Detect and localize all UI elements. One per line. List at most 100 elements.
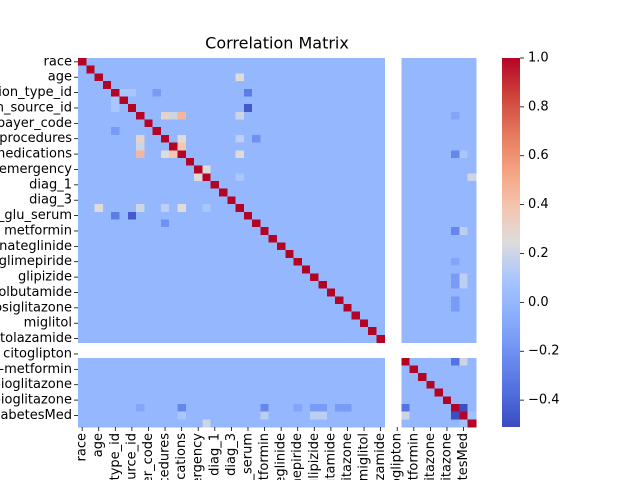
heatmap-cell: [202, 227, 212, 236]
heatmap-cell: [111, 288, 120, 297]
heatmap-cell: [102, 119, 112, 128]
heatmap-cell: [268, 196, 278, 205]
heatmap-cell: [111, 73, 120, 82]
heatmap-cell: [152, 65, 162, 74]
heatmap-cell: [318, 242, 328, 251]
heatmap-cell: [335, 165, 344, 174]
heatmap-cell: [434, 88, 444, 97]
heatmap-cell: [359, 104, 369, 113]
heatmap-cell: [94, 58, 104, 67]
heatmap-cell: [177, 204, 187, 213]
heatmap-cell: [326, 319, 336, 328]
heatmap-cell: [119, 188, 129, 197]
heatmap-cell: [102, 403, 112, 413]
heatmap-cell: [102, 165, 112, 174]
heatmap-cell: [111, 403, 120, 413]
heatmap-cell: [218, 311, 228, 320]
heatmap-cell: [227, 304, 236, 313]
heatmap-cell: [442, 419, 452, 428]
heatmap-cell: [111, 234, 120, 243]
heatmap-cell: [169, 319, 178, 328]
heatmap-cell: [285, 257, 294, 266]
heatmap-cell: [243, 334, 253, 343]
heatmap-cell: [119, 319, 129, 328]
heatmap-cell: [335, 134, 344, 143]
heatmap-cell: [285, 250, 294, 259]
heatmap-cell: [185, 150, 195, 159]
heatmap-cell: [218, 96, 228, 105]
heatmap-cell: [285, 88, 294, 97]
heatmap-cell: [86, 181, 95, 190]
heatmap-cell: [368, 234, 377, 243]
x-tick-label: max_glu_serum: [240, 433, 255, 480]
heatmap-cell: [218, 204, 228, 213]
heatmap-cell: [136, 388, 145, 397]
heatmap-cell: [127, 196, 137, 205]
heatmap-cell: [376, 234, 386, 243]
heatmap-cell: [310, 204, 319, 213]
heatmap-cell: [376, 280, 386, 290]
heatmap-cell: [335, 157, 344, 167]
heatmap-cell: [368, 280, 377, 290]
heatmap-cell: [293, 104, 303, 113]
heatmap-cell: [268, 73, 278, 82]
heatmap-cell: [194, 234, 203, 243]
heatmap-cell: [111, 411, 120, 420]
heatmap-cell: [144, 257, 154, 266]
heatmap-cell: [285, 357, 294, 366]
heatmap-cell: [301, 288, 311, 297]
heatmap-cell: [218, 111, 228, 120]
heatmap-cell: [426, 81, 435, 90]
heatmap-cell: [136, 273, 145, 282]
heatmap-cell: [318, 111, 328, 120]
heatmap-cell: [426, 288, 435, 297]
heatmap-cell: [78, 111, 87, 120]
heatmap-cell: [86, 419, 95, 428]
heatmap-cell: [459, 311, 469, 320]
heatmap-cell: [442, 111, 452, 120]
heatmap-cell: [310, 134, 319, 143]
heatmap-cell: [160, 165, 170, 174]
heatmap-cell: [451, 234, 460, 243]
heatmap-cell: [417, 142, 427, 151]
heatmap-cell: [359, 280, 369, 290]
heatmap-cell: [235, 150, 245, 159]
heatmap-cell: [285, 65, 294, 74]
heatmap-cell: [459, 173, 469, 182]
heatmap-cell: [335, 81, 344, 90]
heatmap-cell: [310, 327, 319, 336]
heatmap-cell: [160, 334, 170, 343]
heatmap-cell: [252, 127, 261, 136]
heatmap-cell: [78, 265, 87, 274]
heatmap-cell: [111, 150, 120, 159]
heatmap-cell: [376, 403, 386, 413]
heatmap-cell: [301, 304, 311, 313]
heatmap-cell: [94, 265, 104, 274]
heatmap-cell: [152, 403, 162, 413]
heatmap-cell: [86, 327, 95, 336]
heatmap-cell: [409, 265, 419, 274]
heatmap-cell: [86, 134, 95, 143]
heatmap-cell: [301, 357, 311, 366]
heatmap-cell: [86, 403, 95, 413]
heatmap-cell: [285, 211, 294, 220]
heatmap-cell: [293, 319, 303, 328]
heatmap-cell: [451, 265, 460, 274]
heatmap-cell: [78, 119, 87, 128]
heatmap-cell: [434, 111, 444, 120]
heatmap-cell: [368, 142, 377, 151]
y-tick-label: citoglipton: [3, 346, 72, 361]
heatmap-cell: [343, 365, 353, 374]
heatmap-cell: [152, 280, 162, 290]
heatmap-cell: [451, 104, 460, 113]
heatmap-cell: [169, 419, 178, 428]
heatmap-cell: [169, 119, 178, 128]
heatmap-cell: [343, 280, 353, 290]
heatmap-cell: [235, 65, 245, 74]
heatmap-cell: [243, 119, 253, 128]
heatmap-cell: [185, 365, 195, 374]
heatmap-cell: [434, 219, 444, 228]
heatmap-cell: [78, 242, 87, 251]
heatmap-cell: [227, 119, 236, 128]
heatmap-cell: [326, 119, 336, 128]
